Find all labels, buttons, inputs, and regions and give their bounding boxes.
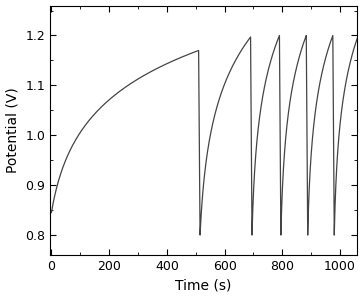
X-axis label: Time (s): Time (s) bbox=[175, 278, 232, 292]
Y-axis label: Potential (V): Potential (V) bbox=[5, 87, 20, 173]
